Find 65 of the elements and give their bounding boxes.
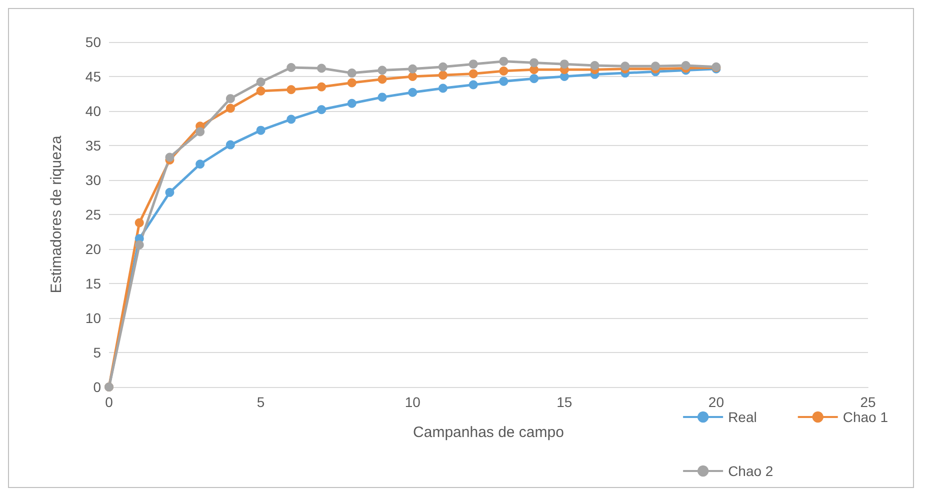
y-tick-label: 5: [93, 344, 102, 360]
point: [256, 78, 266, 87]
legend-label: Chao 2: [728, 463, 774, 479]
point: [620, 62, 630, 71]
x-tick-label: 5: [256, 394, 265, 410]
x-tick-label: 15: [556, 394, 572, 410]
x-tick-label: 10: [404, 394, 421, 410]
point: [378, 92, 387, 102]
point: [650, 62, 660, 71]
point: [499, 76, 508, 86]
point: [226, 140, 235, 150]
legend-label: Real: [728, 409, 757, 425]
point: [438, 62, 448, 72]
point: [347, 98, 356, 108]
point: [378, 66, 387, 75]
point: [226, 104, 235, 113]
point: [530, 58, 539, 68]
point: [134, 240, 144, 250]
point: [560, 60, 569, 69]
point: [226, 94, 235, 104]
point: [196, 127, 205, 136]
point: [468, 69, 478, 78]
point: [286, 85, 296, 94]
point: [408, 64, 418, 74]
point: [438, 84, 448, 93]
point: [408, 72, 418, 81]
y-tick-label: 50: [85, 34, 102, 50]
point: [196, 160, 205, 169]
point: [681, 60, 690, 70]
point: [134, 218, 144, 228]
x-tick-label: 0: [105, 394, 114, 410]
point: [590, 60, 600, 70]
y-tick-label: 30: [85, 172, 102, 188]
point: [165, 152, 174, 162]
point: [347, 78, 356, 88]
point: [256, 86, 266, 96]
y-axis-title: Estimadores de riqueza: [48, 135, 65, 294]
point: [317, 105, 326, 114]
y-tick-label: 35: [85, 138, 102, 154]
x-axis-title: Campanhas de campo: [413, 424, 564, 441]
point: [286, 63, 296, 72]
y-tick-label: 25: [85, 206, 102, 222]
point: [317, 82, 326, 92]
point: [499, 66, 508, 76]
point: [408, 88, 418, 97]
y-tick-label: 10: [85, 310, 102, 326]
point: [438, 70, 448, 80]
y-tick-label: 40: [85, 103, 102, 119]
legend-label: Chao 1: [842, 409, 888, 425]
point: [468, 80, 478, 90]
y-tick-label: 20: [85, 241, 102, 257]
y-tick-label: 15: [85, 276, 102, 292]
x-tick-label: 20: [708, 394, 724, 410]
point: [378, 74, 387, 84]
point: [347, 68, 356, 78]
x-tick-label: 25: [860, 394, 876, 410]
point: [317, 64, 326, 73]
point: [530, 74, 539, 84]
point: [256, 126, 266, 135]
point: [468, 60, 478, 69]
point: [286, 114, 296, 124]
y-tick-label: 0: [93, 379, 102, 395]
y-tick-label: 45: [85, 68, 102, 84]
point: [499, 56, 508, 66]
point: [165, 188, 174, 197]
